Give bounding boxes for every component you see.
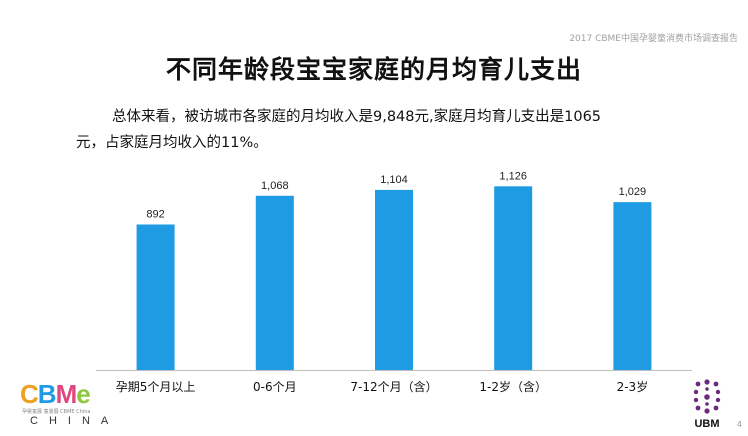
data-label-3: 1,126: [499, 170, 527, 182]
page-title: 不同年龄段宝宝家庭的月均育儿支出: [165, 55, 582, 84]
cbme-logo: CBMe 孕婴童展 童装展 CBME China CHINA: [20, 380, 110, 430]
bar-0: [136, 224, 175, 370]
cbme-letter-e: e: [76, 379, 91, 409]
cbme-letter-m: M: [55, 379, 78, 409]
x-tick-label-3: 1-2岁（含）: [479, 379, 547, 394]
x-tick-label-2: 7-12个月（含）: [350, 379, 437, 394]
cbme-letter-b: B: [37, 379, 57, 409]
bar-1: [255, 195, 294, 370]
x-tick-label-1: 0-6个月: [253, 380, 297, 394]
x-tick-label-4: 2-3岁: [617, 379, 649, 394]
data-label-1: 1,068: [261, 180, 289, 192]
cbme-china-text: CHINA: [30, 415, 120, 427]
summary-line-2: 元，占家庭月均收入的11%。: [76, 135, 268, 151]
ubm-dots-icon: [693, 379, 721, 414]
data-label-2: 1,104: [380, 174, 408, 186]
x-tick-label-0: 孕期5个月以上: [116, 380, 196, 394]
summary-line-1-text: 总体来看，被访城市各家庭的月均收入是9,848元,家庭月均育儿支出是1065: [112, 109, 602, 125]
data-label-0: 892: [146, 208, 164, 220]
page-number: 4: [736, 420, 742, 429]
bar-2: [375, 189, 413, 370]
ubm-logo: UBM: [686, 378, 728, 432]
bar-4: [613, 202, 652, 370]
cbme-subtitle: 孕婴童展 童装展 CBME China: [22, 409, 91, 415]
data-label-4: 1,029: [619, 186, 647, 198]
ubm-text: UBM: [694, 418, 720, 430]
cbme-wordmark: CBMe: [20, 379, 91, 409]
summary-text: 总体来看，被访城市各家庭的月均收入是9,848元,家庭月均育儿支出是1065 元…: [76, 104, 676, 156]
cbme-letter-c: C: [20, 379, 39, 409]
summary-line-1: 总体来看，被访城市各家庭的月均收入是9,848元,家庭月均育儿支出是1065: [76, 104, 676, 130]
bar-3: [494, 186, 533, 370]
report-header-note: 2017 CBME中国孕婴童消费市场调查报告: [569, 34, 738, 44]
